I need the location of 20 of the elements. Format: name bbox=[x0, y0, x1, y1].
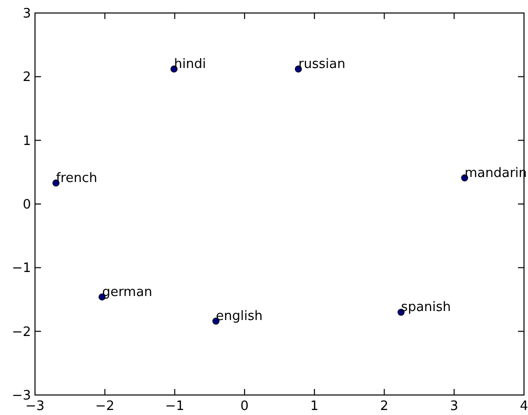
x-tick-label: 1 bbox=[310, 399, 319, 414]
annotation: french bbox=[56, 170, 98, 186]
annotation: hindi bbox=[174, 57, 206, 72]
y-tick-label: 2 bbox=[22, 70, 31, 86]
x-tick-label: 3 bbox=[450, 399, 458, 414]
x-tick-label: 2 bbox=[380, 399, 388, 414]
annotation: german bbox=[102, 284, 152, 300]
annotation: spanish bbox=[401, 300, 451, 316]
y-tick-label: 0 bbox=[22, 198, 31, 213]
x-tick-label: 0 bbox=[240, 399, 249, 414]
y-tick-label: −1 bbox=[12, 261, 31, 276]
annotation: english bbox=[216, 309, 263, 324]
y-tick-label: 1 bbox=[22, 134, 31, 149]
x-tick-label: −1 bbox=[165, 399, 184, 414]
y-tick-label: −3 bbox=[12, 388, 31, 404]
annotation: russian bbox=[298, 57, 346, 72]
x-tick-label: −2 bbox=[95, 399, 114, 414]
x-tick-label: 4 bbox=[520, 399, 528, 414]
y-tick-label: −2 bbox=[12, 324, 31, 340]
y-tick-label: 3 bbox=[22, 6, 31, 22]
